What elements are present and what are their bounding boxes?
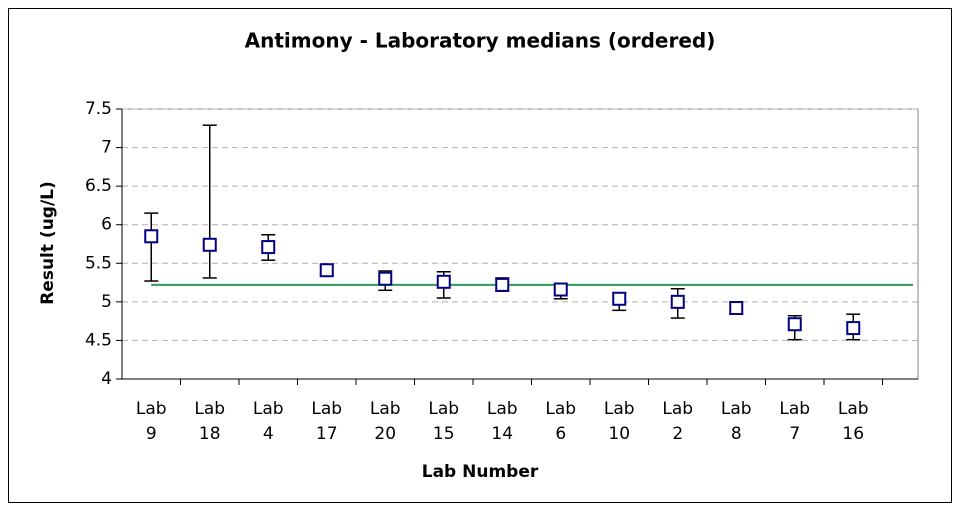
median-marker bbox=[144, 229, 159, 244]
x-axis-label: Lab Number bbox=[422, 462, 539, 482]
x-tick-label: Lab 20 bbox=[369, 399, 401, 444]
y-axis-label: Result (ug/L) bbox=[38, 181, 58, 305]
median-marker bbox=[729, 301, 744, 316]
median-marker bbox=[436, 274, 451, 289]
x-tick-label: Lab 16 bbox=[837, 399, 869, 444]
x-tick-label: Lab 8 bbox=[720, 399, 752, 444]
median-marker bbox=[261, 240, 276, 255]
x-tick-label: Lab 6 bbox=[545, 399, 577, 444]
median-marker bbox=[202, 237, 217, 252]
median-marker bbox=[846, 321, 861, 336]
x-tick-label: Lab 7 bbox=[779, 399, 811, 444]
x-tick-label: Lab 10 bbox=[603, 399, 635, 444]
y-tick-label: 4 bbox=[101, 369, 112, 389]
median-marker bbox=[378, 271, 393, 286]
y-tick-label: 4.5 bbox=[85, 330, 112, 350]
y-tick-label: 5.5 bbox=[85, 253, 112, 273]
x-tick-label: Lab 17 bbox=[311, 399, 343, 444]
median-marker bbox=[319, 263, 334, 278]
median-marker bbox=[553, 282, 568, 297]
x-tick-label: Lab 9 bbox=[135, 399, 167, 444]
y-tick-label: 7.5 bbox=[85, 99, 112, 119]
x-tick-label: Lab 4 bbox=[252, 399, 284, 444]
y-tick-label: 6.5 bbox=[85, 176, 112, 196]
y-tick-label: 5 bbox=[101, 292, 112, 312]
x-tick-label: Lab 18 bbox=[194, 399, 226, 444]
x-tick-label: Lab 15 bbox=[428, 399, 460, 444]
y-tick-label: 7 bbox=[101, 138, 112, 158]
median-marker bbox=[495, 277, 510, 292]
median-marker bbox=[612, 291, 627, 306]
y-tick-label: 6 bbox=[101, 215, 112, 235]
x-tick-label: Lab 2 bbox=[662, 399, 694, 444]
x-tick-label: Lab 14 bbox=[486, 399, 518, 444]
chart-title: Antimony - Laboratory medians (ordered) bbox=[245, 29, 716, 53]
plot-area bbox=[121, 108, 919, 380]
median-marker bbox=[670, 294, 685, 309]
median-marker bbox=[787, 317, 802, 332]
